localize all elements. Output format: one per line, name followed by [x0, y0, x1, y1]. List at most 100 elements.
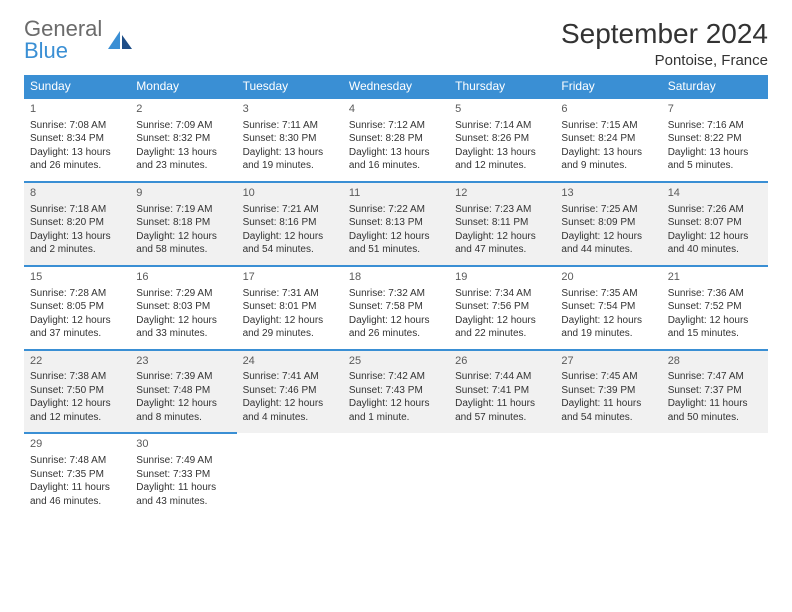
daylight-line: Daylight: 11 hours and 43 minutes. — [136, 481, 230, 508]
sunrise-line: Sunrise: 7:08 AM — [30, 119, 124, 133]
calendar-day-cell — [449, 433, 555, 516]
calendar-day-cell: 3Sunrise: 7:11 AMSunset: 8:30 PMDaylight… — [237, 98, 343, 182]
brand-text: General Blue — [24, 18, 102, 62]
sunset-line: Sunset: 7:43 PM — [349, 384, 443, 398]
calendar-day-cell: 28Sunrise: 7:47 AMSunset: 7:37 PMDayligh… — [662, 350, 768, 434]
calendar-day-cell: 27Sunrise: 7:45 AMSunset: 7:39 PMDayligh… — [555, 350, 661, 434]
sunrise-line: Sunrise: 7:45 AM — [561, 370, 655, 384]
calendar-day-cell: 19Sunrise: 7:34 AMSunset: 7:56 PMDayligh… — [449, 266, 555, 350]
day-number: 4 — [349, 102, 443, 117]
sunset-line: Sunset: 7:35 PM — [30, 468, 124, 482]
sunset-line: Sunset: 7:52 PM — [668, 300, 762, 314]
daylight-line: Daylight: 12 hours and 1 minute. — [349, 397, 443, 424]
brand-logo: General Blue — [24, 18, 134, 62]
sunrise-line: Sunrise: 7:35 AM — [561, 287, 655, 301]
day-number: 11 — [349, 186, 443, 201]
daylight-line: Daylight: 13 hours and 26 minutes. — [30, 146, 124, 173]
daylight-line: Daylight: 12 hours and 37 minutes. — [30, 314, 124, 341]
daylight-line: Daylight: 12 hours and 4 minutes. — [243, 397, 337, 424]
calendar-day-cell: 4Sunrise: 7:12 AMSunset: 8:28 PMDaylight… — [343, 98, 449, 182]
sunrise-line: Sunrise: 7:38 AM — [30, 370, 124, 384]
title-block: September 2024 Pontoise, France — [561, 18, 768, 69]
brand-line2: Blue — [24, 38, 68, 63]
calendar-day-cell: 6Sunrise: 7:15 AMSunset: 8:24 PMDaylight… — [555, 98, 661, 182]
day-number: 8 — [30, 186, 124, 201]
sunrise-line: Sunrise: 7:47 AM — [668, 370, 762, 384]
sunset-line: Sunset: 8:26 PM — [455, 132, 549, 146]
sunrise-line: Sunrise: 7:44 AM — [455, 370, 549, 384]
sunrise-line: Sunrise: 7:42 AM — [349, 370, 443, 384]
sunrise-line: Sunrise: 7:18 AM — [30, 203, 124, 217]
calendar-day-cell: 15Sunrise: 7:28 AMSunset: 8:05 PMDayligh… — [24, 266, 130, 350]
day-header: Tuesday — [237, 75, 343, 98]
day-number: 18 — [349, 270, 443, 285]
calendar-day-header-row: SundayMondayTuesdayWednesdayThursdayFrid… — [24, 75, 768, 98]
daylight-line: Daylight: 13 hours and 19 minutes. — [243, 146, 337, 173]
calendar-day-cell: 26Sunrise: 7:44 AMSunset: 7:41 PMDayligh… — [449, 350, 555, 434]
day-number: 17 — [243, 270, 337, 285]
day-number: 16 — [136, 270, 230, 285]
day-number: 7 — [668, 102, 762, 117]
calendar-week: 8Sunrise: 7:18 AMSunset: 8:20 PMDaylight… — [24, 182, 768, 266]
daylight-line: Daylight: 12 hours and 22 minutes. — [455, 314, 549, 341]
daylight-line: Daylight: 11 hours and 46 minutes. — [30, 481, 124, 508]
calendar-day-cell: 8 Sunrise: 7:18 AMSunset: 8:20 PMDaylight… — [24, 182, 130, 266]
sunset-line: Sunset: 7:33 PM — [136, 468, 230, 482]
calendar-day-cell: 11Sunrise: 7:22 AMSunset: 8:13 PMDayligh… — [343, 182, 449, 266]
day-number: 14 — [668, 186, 762, 201]
day-number: 6 — [561, 102, 655, 117]
day-number: 29 — [30, 437, 124, 452]
sunset-line: Sunset: 7:48 PM — [136, 384, 230, 398]
daylight-line: Daylight: 12 hours and 44 minutes. — [561, 230, 655, 257]
daylight-line: Daylight: 12 hours and 26 minutes. — [349, 314, 443, 341]
calendar-day-cell: 7Sunrise: 7:16 AMSunset: 8:22 PMDaylight… — [662, 98, 768, 182]
daylight-line: Daylight: 12 hours and 19 minutes. — [561, 314, 655, 341]
calendar-day-cell — [237, 433, 343, 516]
sunrise-line: Sunrise: 7:36 AM — [668, 287, 762, 301]
day-header: Wednesday — [343, 75, 449, 98]
day-header: Monday — [130, 75, 236, 98]
daylight-line: Daylight: 13 hours and 12 minutes. — [455, 146, 549, 173]
sunrise-line: Sunrise: 7:16 AM — [668, 119, 762, 133]
day-number: 10 — [243, 186, 337, 201]
daylight-line: Daylight: 11 hours and 57 minutes. — [455, 397, 549, 424]
daylight-line: Daylight: 12 hours and 40 minutes. — [668, 230, 762, 257]
calendar-day-cell: 24Sunrise: 7:41 AMSunset: 7:46 PMDayligh… — [237, 350, 343, 434]
sunset-line: Sunset: 8:34 PM — [30, 132, 124, 146]
sunset-line: Sunset: 7:46 PM — [243, 384, 337, 398]
sunrise-line: Sunrise: 7:48 AM — [30, 454, 124, 468]
day-number: 26 — [455, 354, 549, 369]
calendar-day-cell: 14Sunrise: 7:26 AMSunset: 8:07 PMDayligh… — [662, 182, 768, 266]
day-number: 12 — [455, 186, 549, 201]
sunrise-line: Sunrise: 7:34 AM — [455, 287, 549, 301]
sunrise-line: Sunrise: 7:09 AM — [136, 119, 230, 133]
calendar-day-cell: 25Sunrise: 7:42 AMSunset: 7:43 PMDayligh… — [343, 350, 449, 434]
calendar-week: 1Sunrise: 7:08 AMSunset: 8:34 PMDaylight… — [24, 98, 768, 182]
sunset-line: Sunset: 8:20 PM — [30, 216, 124, 230]
sunset-line: Sunset: 7:56 PM — [455, 300, 549, 314]
sunrise-line: Sunrise: 7:11 AM — [243, 119, 337, 133]
day-header: Thursday — [449, 75, 555, 98]
sunrise-line: Sunrise: 7:39 AM — [136, 370, 230, 384]
sunset-line: Sunset: 7:50 PM — [30, 384, 124, 398]
sunset-line: Sunset: 8:28 PM — [349, 132, 443, 146]
daylight-line: Daylight: 13 hours and 2 minutes. — [30, 230, 124, 257]
calendar-day-cell: 2Sunrise: 7:09 AMSunset: 8:32 PMDaylight… — [130, 98, 236, 182]
calendar-day-cell: 17Sunrise: 7:31 AMSunset: 8:01 PMDayligh… — [237, 266, 343, 350]
calendar-day-cell: 22Sunrise: 7:38 AMSunset: 7:50 PMDayligh… — [24, 350, 130, 434]
sunset-line: Sunset: 8:01 PM — [243, 300, 337, 314]
sunset-line: Sunset: 8:13 PM — [349, 216, 443, 230]
sunrise-line: Sunrise: 7:14 AM — [455, 119, 549, 133]
sunrise-line: Sunrise: 7:31 AM — [243, 287, 337, 301]
daylight-line: Daylight: 13 hours and 23 minutes. — [136, 146, 230, 173]
sunrise-line: Sunrise: 7:41 AM — [243, 370, 337, 384]
daylight-line: Daylight: 12 hours and 15 minutes. — [668, 314, 762, 341]
calendar-week: 29Sunrise: 7:48 AMSunset: 7:35 PMDayligh… — [24, 433, 768, 516]
sunset-line: Sunset: 8:03 PM — [136, 300, 230, 314]
sunrise-line: Sunrise: 7:15 AM — [561, 119, 655, 133]
daylight-line: Daylight: 13 hours and 5 minutes. — [668, 146, 762, 173]
day-number: 13 — [561, 186, 655, 201]
day-number: 23 — [136, 354, 230, 369]
sunrise-line: Sunrise: 7:26 AM — [668, 203, 762, 217]
day-number: 2 — [136, 102, 230, 117]
